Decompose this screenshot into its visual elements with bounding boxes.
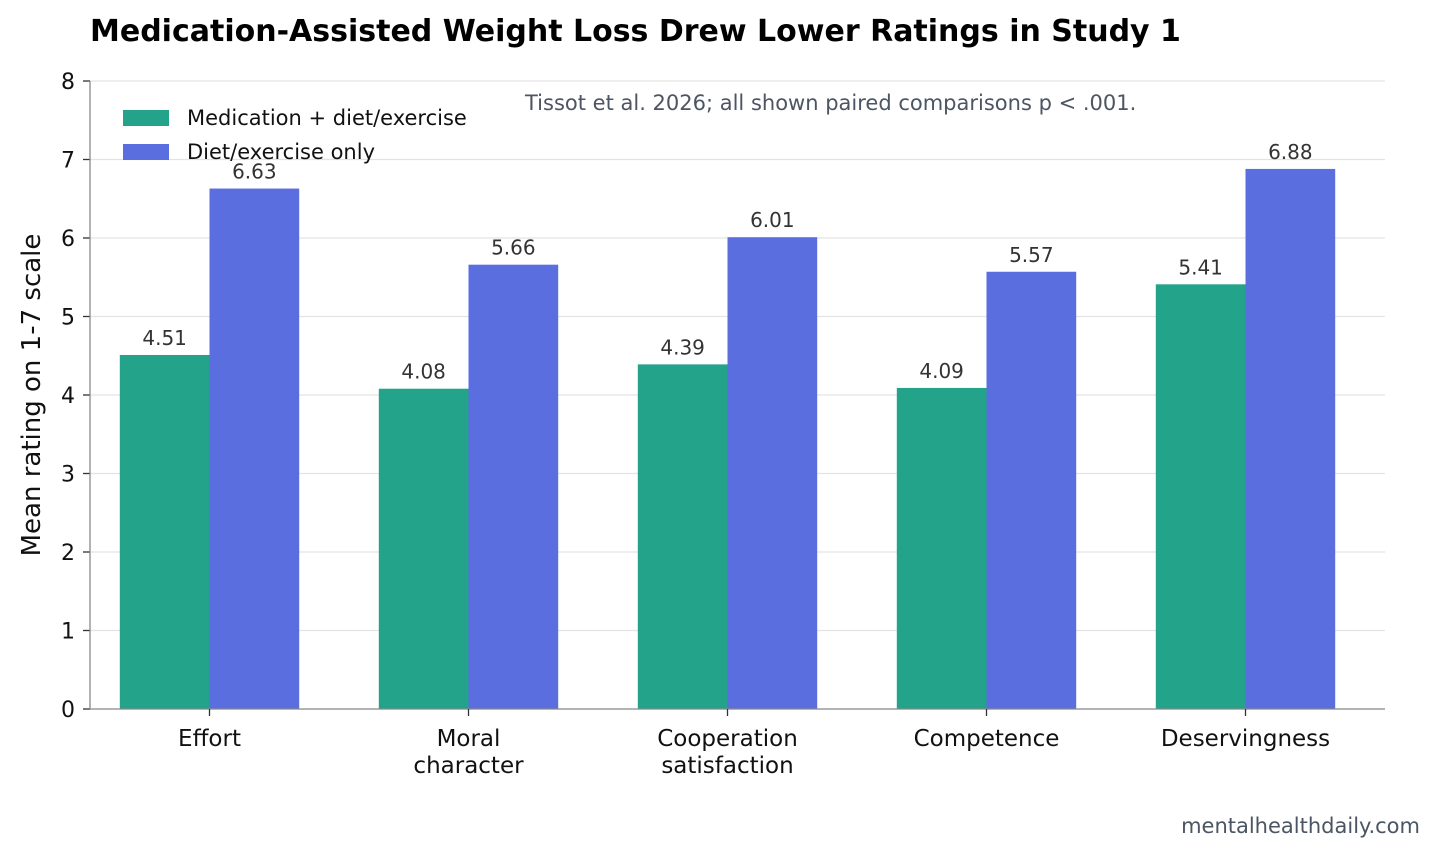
- bar-value-label: 5.57: [1009, 243, 1054, 267]
- y-tick-label: 6: [61, 227, 75, 252]
- x-tick-label: character: [413, 753, 524, 779]
- x-tick-label: Cooperation: [657, 726, 798, 752]
- legend-swatch: [123, 110, 169, 126]
- y-tick-label: 8: [61, 70, 75, 95]
- bar-diet-only: [209, 188, 300, 710]
- bar-medication: [1155, 284, 1246, 709]
- legend-label: Medication + diet/exercise: [187, 106, 467, 130]
- legend-label: Diet/exercise only: [187, 140, 375, 164]
- bar-diet-only: [468, 264, 559, 709]
- y-tick-label: 3: [61, 463, 75, 488]
- y-tick-label: 2: [61, 541, 75, 566]
- y-tick-label: 7: [61, 149, 75, 174]
- y-tick-label: 4: [61, 384, 75, 409]
- data-labels: 4.51 6.63 4.08 5.66 4.39 6.01 4.09 5.57 5.41 6.88: [142, 140, 1312, 384]
- y-axis-label: Mean rating on 1-7 scale: [17, 234, 47, 557]
- bar-value-label: 6.01: [750, 208, 795, 232]
- x-tick-label: satisfaction: [661, 753, 793, 779]
- legend-swatch: [123, 144, 169, 160]
- x-tick-label: Competence: [914, 726, 1060, 752]
- x-tick-label: Effort: [178, 726, 241, 752]
- bar-value-label: 5.41: [1178, 255, 1223, 279]
- legend: Medication + diet/exercise Diet/exercise …: [123, 106, 467, 164]
- footer-source: mentalhealthdaily.com: [1181, 814, 1420, 838]
- bar-value-label: 5.66: [491, 236, 536, 260]
- bar-diet-only: [727, 237, 818, 709]
- bar-value-label: 4.08: [401, 360, 446, 384]
- bar-value-label: 6.88: [1268, 140, 1313, 164]
- bar-medication: [637, 364, 728, 709]
- bar-medication: [896, 387, 987, 709]
- bars: [119, 168, 1336, 710]
- bar-medication: [378, 388, 469, 709]
- bar-diet-only: [986, 271, 1077, 709]
- y-tick-label: 5: [61, 306, 75, 331]
- bar-value-label: 6.63: [232, 160, 277, 184]
- bar-medication: [119, 354, 210, 709]
- x-tick-label: Moral: [437, 726, 501, 752]
- y-tick-label: 1: [61, 620, 75, 645]
- source-note: Tissot et al. 2026; all shown paired com…: [524, 91, 1136, 115]
- chart-title: Medication-Assisted Weight Loss Drew Low…: [90, 14, 1181, 49]
- y-tick-label: 0: [61, 698, 75, 723]
- bar-diet-only: [1245, 168, 1336, 710]
- bar-value-label: 4.09: [919, 359, 964, 383]
- bar-value-label: 4.39: [660, 335, 705, 359]
- bar-value-label: 4.51: [142, 326, 187, 350]
- x-tick-label: Deservingness: [1161, 726, 1330, 752]
